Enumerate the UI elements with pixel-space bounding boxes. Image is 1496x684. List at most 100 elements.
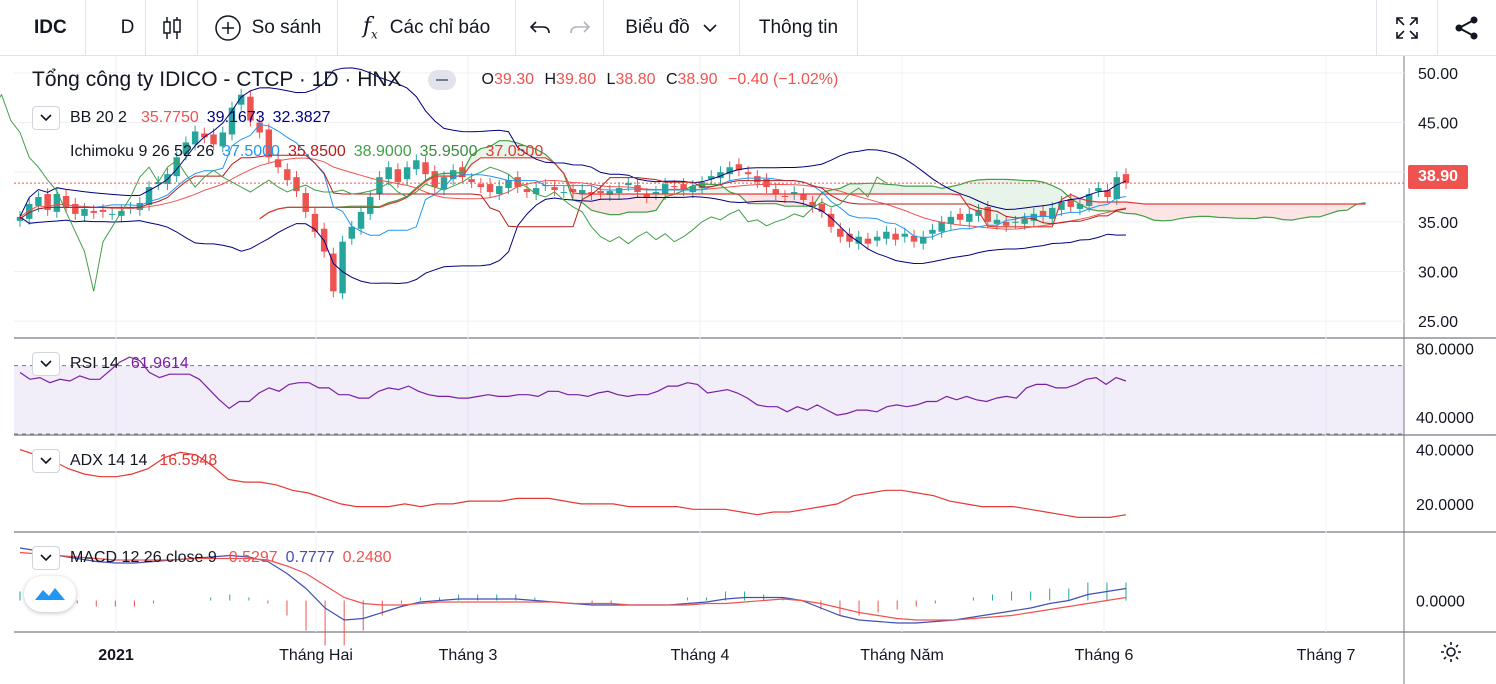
candle-body (274, 159, 282, 168)
adx-pane (19, 449, 1127, 518)
candle-body (339, 241, 346, 294)
cloud-segment (1052, 185, 1062, 227)
change-value: −0.40 (−1.02%) (728, 71, 839, 88)
candle-body (938, 221, 945, 232)
cloud-segment (969, 179, 979, 212)
cloud-segment (443, 173, 454, 177)
candle-body (210, 134, 217, 145)
candle-body (800, 194, 807, 200)
candle-body (62, 196, 70, 207)
candle-body (597, 191, 604, 194)
candle-body (956, 213, 964, 220)
candles-icon (162, 16, 181, 39)
candle-body (1113, 177, 1121, 199)
chart-canvas[interactable]: 50.0045.0040.0035.0030.0025.0080.000040.… (0, 56, 1496, 684)
candle-body (883, 231, 890, 239)
ichimoku-label: Ichimoku 9 26 52 26 (70, 143, 215, 160)
undo-icon[interactable] (529, 19, 551, 37)
candle-body (818, 203, 826, 212)
cloud-segment (490, 140, 500, 158)
ichimoku-conversion-value: 37.5000 (222, 143, 280, 160)
indicators-button[interactable]: fx Các chỉ báo (338, 0, 516, 56)
cloud-segment (600, 194, 610, 215)
time-tick-label: Tháng Năm (860, 647, 944, 664)
adx-legend: ADX 14 14 16.5948 (32, 449, 217, 473)
candle-body (53, 194, 61, 212)
cloud-segment (1107, 201, 1117, 212)
share-button[interactable] (1438, 0, 1496, 56)
candle-body (468, 179, 475, 183)
candle-body (422, 162, 429, 175)
cloud-segment (480, 146, 491, 158)
price-tick-label: 25.00 (1418, 314, 1458, 331)
cloud-segment (1153, 203, 1163, 221)
cloud-segment (1337, 203, 1348, 211)
cloud-segment (996, 179, 1007, 227)
bb-collapse-button[interactable] (32, 106, 60, 130)
candle-body (293, 177, 300, 192)
macd-line-value: 0.7777 (285, 549, 335, 566)
rsi-collapse-button[interactable] (32, 352, 60, 376)
time-tick-label: Tháng 4 (671, 647, 730, 664)
macd-label: MACD 12 26 close 9 (70, 549, 217, 566)
candle-body (1076, 203, 1084, 209)
candle-body (781, 196, 789, 198)
rsi-tick-label: 40.0000 (1416, 410, 1474, 427)
candle-body (671, 186, 678, 188)
cloud-segment (471, 148, 481, 165)
ohlc-readout: O39.30 H39.80 L38.80 C38.90 −0.40 (−1.02… (481, 71, 839, 88)
time-tick-label: 2021 (98, 647, 134, 664)
candle-body (284, 169, 291, 181)
candle-body (505, 180, 512, 189)
cloud-segment (1079, 198, 1090, 210)
settings-button[interactable] (1437, 638, 1465, 666)
chart-type-button[interactable]: Biểu đồ (604, 0, 740, 56)
price-tick-label: 50.00 (1418, 66, 1458, 83)
cloud-segment (849, 183, 859, 195)
cloud-segment (1310, 203, 1320, 217)
bb-upper-line (19, 67, 1127, 218)
chart-header: Tổng công ty IDICO - CTCP · 1D · HNX O39… (32, 68, 838, 92)
redo-icon[interactable] (569, 19, 591, 37)
fullscreen-button[interactable] (1376, 0, 1438, 56)
cloud-segment (536, 149, 546, 158)
candle-body (929, 229, 936, 234)
cloud-segment (867, 183, 878, 195)
candle-body (560, 192, 568, 194)
candle-body (809, 201, 816, 207)
candle-body (90, 210, 97, 213)
bb-label: BB 20 2 (70, 109, 127, 126)
macd-pane (19, 547, 1127, 646)
info-button[interactable]: Thông tin (740, 0, 858, 56)
hide-legend-icon[interactable] (427, 70, 456, 90)
adx-line (19, 449, 1127, 518)
interval-button[interactable]: D (86, 0, 146, 56)
candle-body (173, 157, 180, 177)
macd-collapse-button[interactable] (32, 546, 60, 570)
symbol-search-button[interactable]: IDC (0, 0, 86, 56)
cloud-segment (1181, 203, 1191, 219)
bb-legend: BB 20 2 35.7750 39.1673 32.3827 (32, 106, 330, 130)
compare-button[interactable]: So sánh (198, 0, 338, 56)
adx-collapse-button[interactable] (32, 449, 60, 473)
open-value: 39.30 (493, 71, 535, 88)
candle-body (910, 235, 918, 242)
candle-body (708, 176, 715, 180)
macd-legend: MACD 12 26 close 9 0.5297 0.7777 0.2480 (32, 546, 392, 570)
candle-body (744, 172, 752, 175)
candle-body (394, 169, 402, 183)
candle-body (413, 160, 420, 170)
cloud-segment (591, 194, 601, 213)
candle-body (680, 184, 687, 191)
candles-icon-button[interactable] (146, 0, 198, 56)
macd-signal-line (19, 551, 1127, 621)
candle-body (136, 202, 144, 210)
tradingview-logo[interactable] (24, 576, 76, 612)
candle-body (477, 184, 485, 188)
cloud-segment (775, 194, 785, 207)
candle-body (367, 197, 374, 214)
time-axis: 2021 Tháng Hai Tháng 3 Tháng 4 Tháng Năm Thán… (98, 647, 1355, 664)
candle-body (1021, 218, 1028, 224)
cloud-segment (784, 194, 795, 207)
chevron-down-icon (40, 554, 52, 562)
